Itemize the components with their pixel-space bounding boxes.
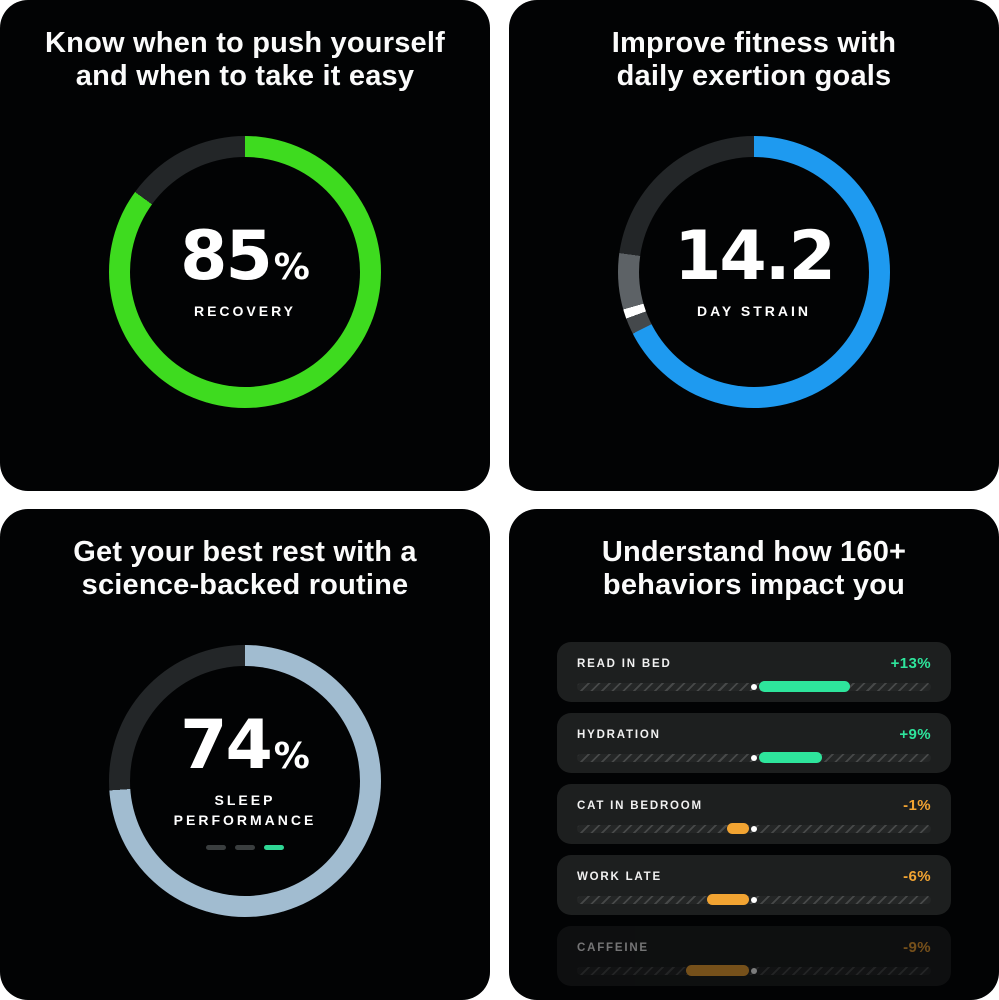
behavior-list: READ IN BED +13% HYDRATION +9% CAT IN BE… (557, 642, 951, 986)
strain-ring-gauge: 14.2 DAY STRAIN (618, 136, 890, 408)
behavior-card: READ IN BED +13% (557, 642, 951, 702)
behaviors-title: Understand how 160+ behaviors impact you (517, 536, 991, 602)
strain-title-line2: daily exertion goals (616, 60, 892, 93)
strain-value: 14.2 (674, 216, 836, 296)
sleep-ring-gauge: 74% SLEEP PERFORMANCE (109, 645, 381, 917)
behavior-card: CAFFEINE -9% (557, 926, 951, 986)
sleep-dashes (206, 845, 284, 851)
panel-behaviors: Understand how 160+ behaviors impact you … (509, 509, 999, 1000)
strain-ring-center: 14.2 DAY STRAIN (639, 157, 869, 387)
behavior-impact-bar (686, 965, 749, 976)
baseline-dot-icon (751, 825, 757, 832)
behavior-impact-track (577, 965, 931, 976)
sleep-stage-dash (264, 845, 284, 851)
behavior-impact-track (577, 894, 931, 905)
behavior-impact-bar (727, 823, 749, 834)
strain-title-line1: Improve fitness with (611, 27, 897, 59)
baseline-dot-icon (751, 754, 757, 761)
sleep-value: 74% (180, 705, 310, 785)
behavior-impact-bar (759, 681, 850, 692)
behavior-impact-value: -6% (903, 868, 931, 885)
sleep-label-line2: PERFORMANCE (173, 812, 317, 828)
recovery-value-number: 85 (180, 216, 273, 296)
behavior-label: HYDRATION (577, 728, 661, 741)
sleep-title-line1: Get your best rest with a (73, 536, 417, 568)
sleep-label: SLEEP PERFORMANCE (174, 790, 317, 831)
behavior-card: HYDRATION +9% (557, 713, 951, 773)
behaviors-title-line2: behaviors impact you (602, 569, 906, 602)
sleep-value-unit: % (273, 735, 310, 777)
behavior-card-header: CAFFEINE -9% (577, 939, 931, 956)
behavior-label: CAFFEINE (577, 941, 649, 954)
behavior-card-header: WORK LATE -6% (577, 868, 931, 885)
strain-label: DAY STRAIN (696, 302, 812, 319)
panel-strain: Improve fitness with daily exertion goals… (509, 0, 999, 491)
sleep-label-line1: SLEEP (214, 791, 276, 808)
behavior-impact-value: -1% (903, 797, 931, 814)
sleep-title-line2: science-backed routine (81, 569, 409, 602)
behavior-label: READ IN BED (577, 657, 672, 670)
strain-value-number: 14.2 (674, 216, 836, 296)
baseline-dot-icon (751, 967, 757, 974)
behavior-label: CAT IN BEDROOM (577, 799, 703, 812)
behavior-impact-value: +13% (890, 655, 931, 672)
recovery-value: 85% (180, 216, 310, 296)
behavior-impact-track (577, 752, 931, 763)
recovery-ring-gauge: 85% RECOVERY (109, 136, 381, 408)
baseline-dot-icon (751, 683, 757, 690)
behavior-impact-value: +9% (899, 726, 931, 743)
recovery-title-line2: and when to take it easy (75, 60, 415, 93)
behavior-impact-value: -9% (903, 939, 931, 956)
recovery-title: Know when to push yourself and when to ta… (8, 27, 482, 93)
strain-title: Improve fitness with daily exertion goals (517, 27, 991, 93)
recovery-title-line1: Know when to push yourself (45, 27, 445, 59)
recovery-label: RECOVERY (193, 302, 297, 319)
sleep-stage-dash (206, 845, 226, 851)
sleep-title: Get your best rest with a science-backed … (8, 536, 482, 602)
behavior-impact-bar (707, 894, 749, 905)
behaviors-title-line1: Understand how 160+ (601, 536, 907, 568)
behavior-label: WORK LATE (577, 870, 662, 883)
behavior-card-header: READ IN BED +13% (577, 655, 931, 672)
panel-sleep: Get your best rest with a science-backed … (0, 509, 490, 1000)
behavior-impact-track (577, 681, 931, 692)
sleep-stage-dash (235, 845, 255, 851)
sleep-value-number: 74 (180, 705, 273, 785)
behavior-card: CAT IN BEDROOM -1% (557, 784, 951, 844)
recovery-ring-center: 85% RECOVERY (130, 157, 360, 387)
behavior-card: WORK LATE -6% (557, 855, 951, 915)
panel-recovery: Know when to push yourself and when to ta… (0, 0, 490, 491)
sleep-ring-center: 74% SLEEP PERFORMANCE (130, 666, 360, 896)
behavior-impact-track (577, 823, 931, 834)
recovery-value-unit: % (273, 246, 310, 288)
baseline-dot-icon (751, 896, 757, 903)
behavior-card-header: CAT IN BEDROOM -1% (577, 797, 931, 814)
behavior-card-header: HYDRATION +9% (577, 726, 931, 743)
behavior-impact-bar (759, 752, 822, 763)
